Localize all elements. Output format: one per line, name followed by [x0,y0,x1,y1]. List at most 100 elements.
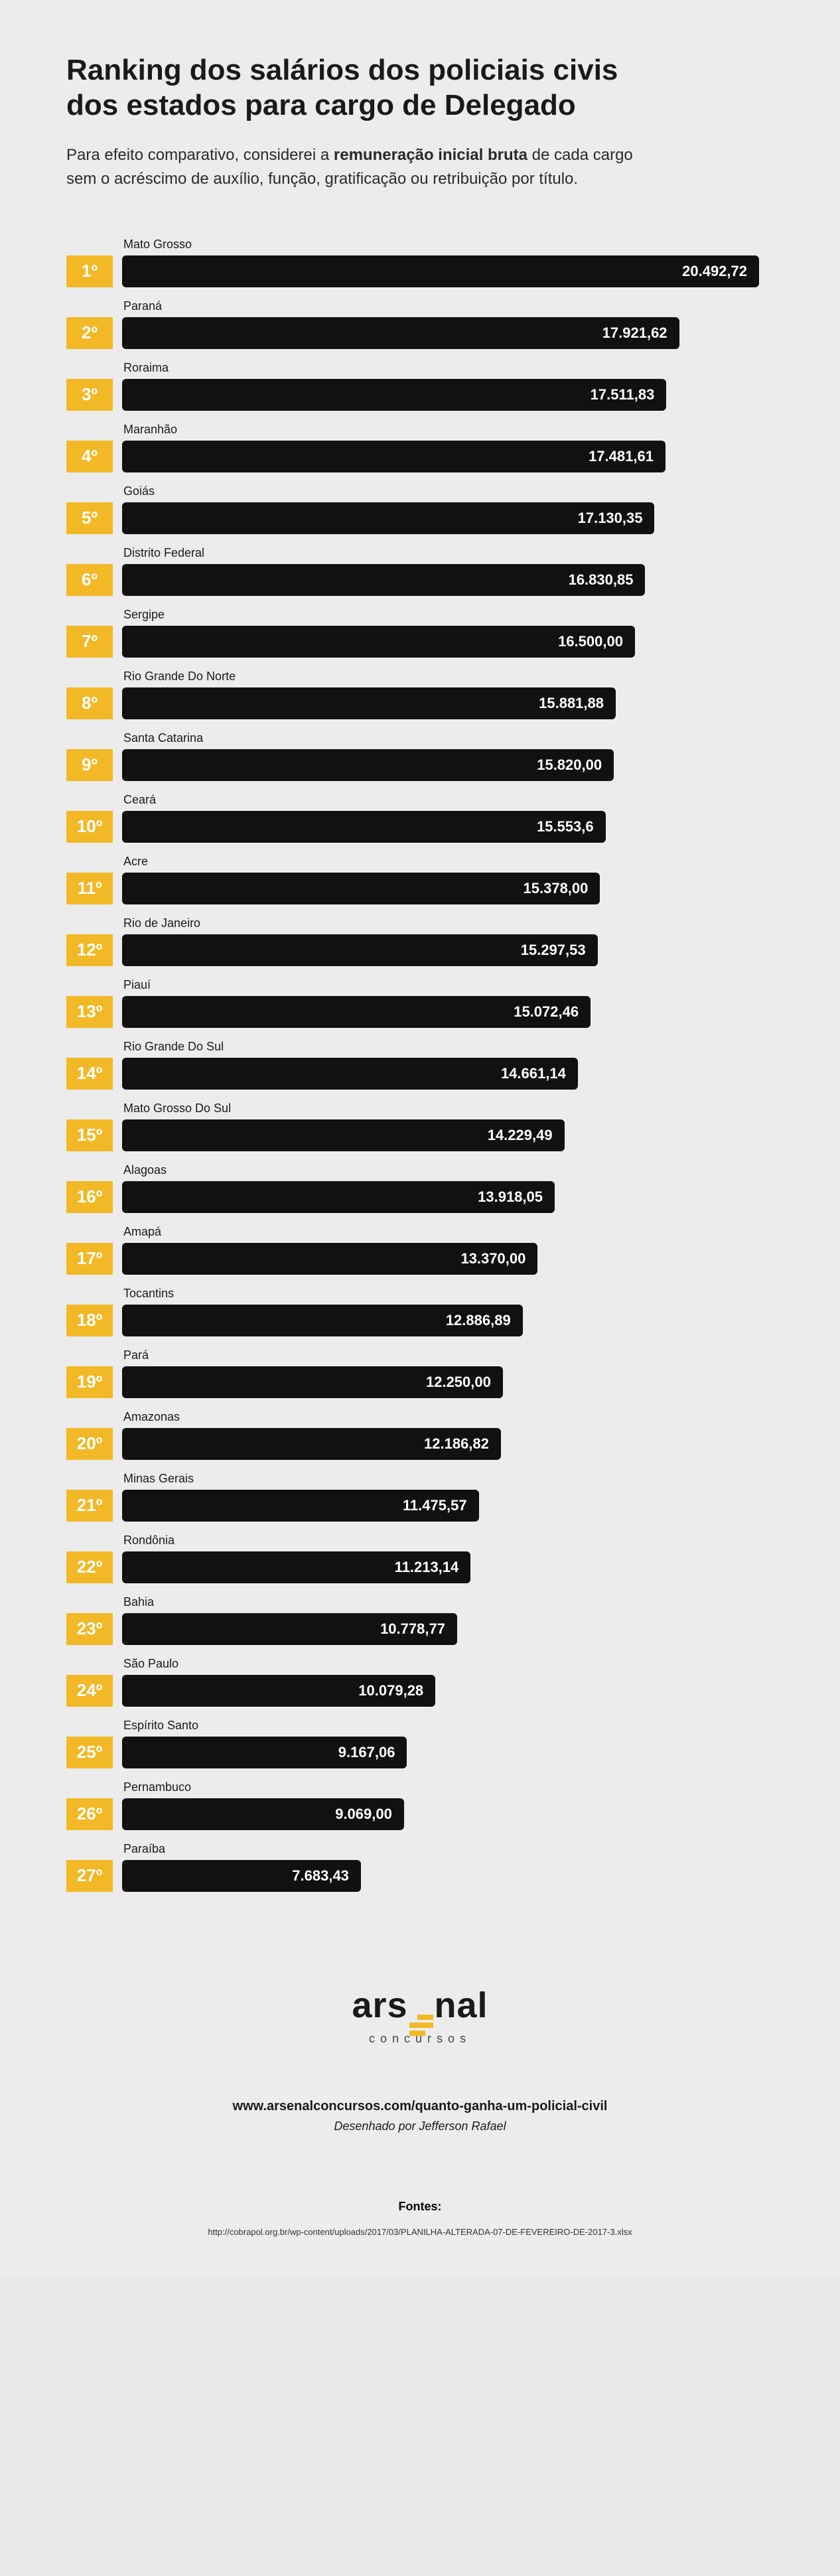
salary-value: 16.830,85 [569,571,634,589]
bar-column: Mato Grosso Do Sul14.229,49 [122,1102,774,1151]
chart-row: 18ºTocantins12.886,89 [66,1287,774,1336]
rank-badge: 17º [66,1243,113,1275]
salary-bar: 15.820,00 [122,749,614,781]
bar-column: Ceará 15.553,6 [122,793,774,843]
salary-value: 11.475,57 [403,1497,467,1514]
chart-row: 27º Paraíba7.683,43 [66,1842,774,1892]
rank-badge: 16º [66,1181,113,1213]
state-label: Paraíba [122,1842,774,1856]
chart-row: 11ºAcre15.378,00 [66,855,774,904]
salary-bar: 9.069,00 [122,1798,404,1830]
bar-column: Bahia 10.778,77 [122,1595,774,1645]
salary-value: 17.481,61 [589,448,654,465]
bar-column: Amazonas12.186,82 [122,1410,774,1460]
state-label: Maranhão [122,423,774,437]
logo-pre: ars [352,1985,407,2026]
rank-badge: 27º [66,1860,113,1892]
page: Ranking dos salários dos policiais civis… [0,0,840,2277]
bar-column: Pará12.250,00 [122,1348,774,1398]
credit: Desenhado por Jefferson Rafael [66,2119,774,2133]
salary-value: 17.511,83 [591,386,655,403]
rank-badge: 13º [66,996,113,1028]
chart-row: 10º Ceará 15.553,6 [66,793,774,843]
state-label: Amapá [122,1225,774,1239]
chart-row: 13ºPiauí15.072,46 [66,978,774,1028]
state-label: Ceará [122,793,774,807]
source-url: www.arsenalconcursos.com/quanto-ganha-um… [66,2099,774,2114]
state-label: Espírito Santo [122,1719,774,1733]
salary-bar: 14.229,49 [122,1119,565,1151]
rank-badge: 11º [66,873,113,904]
salary-value: 16.500,00 [558,633,623,650]
salary-value: 12.886,89 [446,1312,511,1329]
chart-row: 2ºParaná17.921,62 [66,299,774,349]
rank-badge: 24º [66,1675,113,1707]
state-label: Roraima [122,361,774,375]
state-label: Bahia [122,1595,774,1609]
salary-value: 12.186,82 [424,1435,489,1453]
rank-badge: 21º [66,1490,113,1522]
chart-row: 1ºMato Grosso20.492,72 [66,238,774,287]
salary-value: 10.079,28 [358,1682,423,1699]
state-label: Mato Grosso [122,238,774,251]
logo-block: ars nal concursos [66,1985,774,2046]
state-label: Rio Grande Do Norte [122,670,774,683]
salary-value: 14.661,14 [501,1065,566,1082]
salary-value: 15.297,53 [521,942,586,959]
salary-bar: 13.370,00 [122,1243,537,1275]
state-label: Pará [122,1348,774,1362]
state-label: Tocantins [122,1287,774,1301]
salary-bar: 13.918,05 [122,1181,555,1213]
subtitle-strong: remuneração inicial bruta [334,146,527,164]
bar-column: Alagoas 13.918,05 [122,1163,774,1213]
chart-row: 23º Bahia 10.778,77 [66,1595,774,1645]
rank-badge: 26º [66,1798,113,1830]
salary-value: 17.921,62 [602,324,667,342]
salary-bar: 15.297,53 [122,934,598,966]
salary-value: 14.229,49 [488,1127,553,1144]
bar-column: Roraima 17.511,83 [122,361,774,411]
salary-bar: 11.213,14 [122,1551,470,1583]
salary-value: 13.370,00 [460,1250,525,1267]
bar-column: São Paulo10.079,28 [122,1657,774,1707]
state-label: Rio de Janeiro [122,916,774,930]
state-label: Rio Grande Do Sul [122,1040,774,1054]
salary-bar: 20.492,72 [122,255,759,287]
bar-column: Distrito Federal 16.830,85 [122,546,774,596]
bar-column: Mato Grosso 20.492,72 [122,238,774,287]
chart-row: 20º Amazonas12.186,82 [66,1410,774,1460]
fontes-title: Fontes: [66,2200,774,2214]
rank-badge: 19º [66,1366,113,1398]
state-label: Minas Gerais [122,1472,774,1486]
salary-value: 10.778,77 [380,1620,445,1638]
salary-value: 15.553,6 [537,818,594,835]
bar-column: Rondônia11.213,14 [122,1534,774,1583]
salary-bar: 9.167,06 [122,1737,407,1768]
bar-column: Paraíba7.683,43 [122,1842,774,1892]
salary-bar: 10.778,77 [122,1613,457,1645]
chart-row: 21º Minas Gerais 11.475,57 [66,1472,774,1522]
rank-badge: 23º [66,1613,113,1645]
bar-column: Espírito Santo 9.167,06 [122,1719,774,1768]
rank-badge: 15º [66,1119,113,1151]
chart-row: 3ºRoraima17.511,83 [66,361,774,411]
salary-value: 9.167,06 [338,1744,395,1761]
chart-row: 9ºSanta Catarina15.820,00 [66,731,774,781]
rank-badge: 10º [66,811,113,843]
bar-column: Rio Grande Do Norte15.881,88 [122,670,774,719]
state-label: Distrito Federal [122,546,774,560]
salary-value: 9.069,00 [335,1806,392,1823]
state-label: Alagoas [122,1163,774,1177]
salary-bar: 15.378,00 [122,873,600,904]
rank-badge: 25º [66,1737,113,1768]
bar-column: Amapá 13.370,00 [122,1225,774,1275]
bar-column: Tocantins 12.886,89 [122,1287,774,1336]
chart-row: 7ºSergipe16.500,00 [66,608,774,658]
state-label: Santa Catarina [122,731,774,745]
rank-badge: 6º [66,564,113,596]
rank-badge: 20º [66,1428,113,1460]
chart-row: 25º Espírito Santo 9.167,06 [66,1719,774,1768]
rank-badge: 4º [66,441,113,472]
salary-bar: 17.481,61 [122,441,665,472]
salary-bar: 12.886,89 [122,1305,523,1336]
